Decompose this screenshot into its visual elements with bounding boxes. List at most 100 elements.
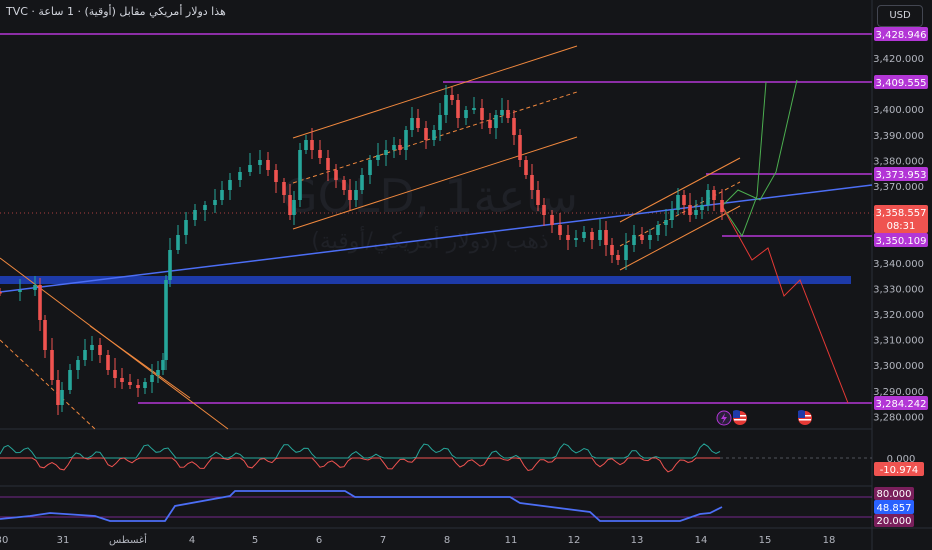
candle-body[interactable]: [720, 200, 724, 212]
trend-line[interactable]: [0, 184, 873, 293]
candle-body[interactable]: [228, 180, 232, 190]
candle-body[interactable]: [656, 225, 660, 235]
candle-body[interactable]: [480, 108, 484, 120]
candle-body[interactable]: [0, 292, 2, 294]
candle-body[interactable]: [706, 190, 710, 205]
candle-body[interactable]: [143, 382, 147, 388]
candle-body[interactable]: [33, 285, 37, 290]
osc1-line-red[interactable]: [0, 457, 720, 473]
candle-body[interactable]: [193, 210, 197, 220]
candle-body[interactable]: [354, 190, 358, 200]
candle-body[interactable]: [282, 182, 286, 195]
candle-body[interactable]: [318, 150, 322, 158]
candle-body[interactable]: [43, 320, 47, 350]
candle-body[interactable]: [512, 118, 516, 135]
currency-button[interactable]: USD: [877, 5, 923, 27]
candle-body[interactable]: [213, 200, 217, 205]
candle-body[interactable]: [106, 355, 110, 370]
candle-body[interactable]: [500, 110, 504, 115]
candle-body[interactable]: [416, 118, 420, 128]
candle-body[interactable]: [456, 100, 460, 118]
candle-body[interactable]: [536, 190, 540, 205]
candle-body[interactable]: [670, 210, 674, 220]
candle-body[interactable]: [203, 205, 207, 210]
candle-body[interactable]: [632, 235, 636, 245]
candle-body[interactable]: [488, 120, 492, 128]
candle-body[interactable]: [258, 160, 262, 165]
candle-body[interactable]: [83, 350, 87, 360]
candle-body[interactable]: [542, 205, 546, 215]
candle-body[interactable]: [56, 380, 60, 405]
candle-body[interactable]: [120, 378, 124, 382]
candle-body[interactable]: [384, 150, 388, 155]
candle-body[interactable]: [368, 160, 372, 175]
support-zone[interactable]: [0, 276, 851, 284]
candle-body[interactable]: [292, 200, 296, 215]
candle-body[interactable]: [161, 360, 165, 370]
candle-body[interactable]: [398, 145, 402, 150]
candle-body[interactable]: [38, 285, 42, 320]
candle-body[interactable]: [582, 232, 586, 238]
candle-body[interactable]: [220, 190, 224, 200]
candle-body[interactable]: [604, 230, 608, 245]
candle-body[interactable]: [238, 172, 242, 180]
candle-body[interactable]: [494, 115, 498, 128]
candle-body[interactable]: [392, 145, 396, 150]
channel-line-left-mid[interactable]: [0, 339, 96, 430]
candle-body[interactable]: [648, 235, 652, 240]
us-flag-icon[interactable]: [733, 410, 747, 425]
small-channel-mid[interactable]: [619, 181, 741, 247]
candle-body[interactable]: [712, 190, 716, 200]
candle-body[interactable]: [450, 95, 454, 100]
candle-body[interactable]: [18, 290, 22, 292]
candle-body[interactable]: [506, 110, 510, 118]
candle-body[interactable]: [610, 245, 614, 255]
candle-body[interactable]: [136, 385, 140, 388]
candle-body[interactable]: [176, 235, 180, 250]
candle-body[interactable]: [298, 150, 302, 200]
small-channel-upper[interactable]: [619, 157, 741, 223]
candle-body[interactable]: [184, 220, 188, 235]
candle-body[interactable]: [113, 370, 117, 378]
candle-body[interactable]: [76, 360, 80, 370]
candle-body[interactable]: [464, 110, 468, 118]
candle-body[interactable]: [598, 230, 602, 240]
candle-body[interactable]: [694, 210, 698, 215]
small-channel-lower[interactable]: [619, 205, 741, 271]
candle-body[interactable]: [550, 215, 554, 225]
candle-body[interactable]: [438, 115, 442, 130]
symbol-header[interactable]: TVC · هذا دولار أمريكي مقابل (أوقية) · 1…: [6, 5, 226, 18]
osc1-line-green[interactable]: [0, 443, 721, 459]
candle-body[interactable]: [168, 250, 172, 280]
time-axis[interactable]: 30 31 أغسطس 4 5 6 7 8 11 12 13 14 15 18: [0, 533, 835, 546]
candle-body[interactable]: [530, 175, 534, 190]
osc2-line[interactable]: [0, 490, 723, 522]
candle-body[interactable]: [266, 160, 270, 170]
candle-body[interactable]: [376, 155, 380, 160]
candle-body[interactable]: [616, 255, 620, 260]
lightning-icon[interactable]: [716, 410, 732, 426]
candle-body[interactable]: [310, 140, 314, 150]
candle-body[interactable]: [524, 160, 528, 175]
candle-body[interactable]: [424, 128, 428, 140]
projection-down[interactable]: [721, 205, 849, 404]
candle-body[interactable]: [566, 235, 570, 240]
candles-group[interactable]: [0, 85, 724, 415]
candle-body[interactable]: [150, 375, 154, 382]
candle-body[interactable]: [676, 195, 680, 210]
candle-body[interactable]: [472, 108, 476, 110]
candle-body[interactable]: [360, 175, 364, 190]
candle-body[interactable]: [682, 195, 686, 205]
projection-up-2[interactable]: [721, 79, 798, 207]
candle-body[interactable]: [274, 170, 278, 182]
candle-body[interactable]: [342, 180, 346, 190]
candle-body[interactable]: [700, 205, 704, 210]
channel-lower-line[interactable]: [292, 136, 578, 230]
candle-body[interactable]: [688, 205, 692, 215]
candle-body[interactable]: [348, 190, 352, 200]
candle-body[interactable]: [590, 232, 594, 240]
candle-body[interactable]: [558, 225, 562, 235]
candle-body[interactable]: [518, 135, 522, 160]
candle-body[interactable]: [68, 370, 72, 390]
channel-upper-line[interactable]: [292, 45, 578, 139]
